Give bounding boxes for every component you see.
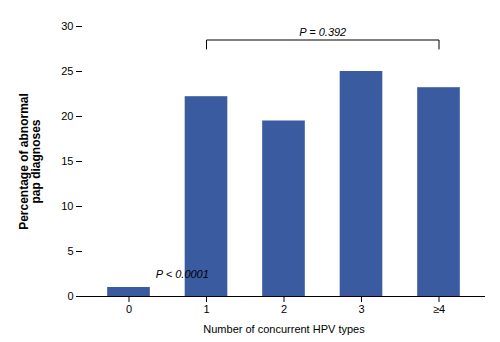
svg-text:P < 0.0001: P < 0.0001: [156, 268, 209, 280]
svg-text:0: 0: [67, 290, 73, 302]
svg-text:10: 10: [61, 200, 73, 212]
svg-text:2: 2: [281, 303, 287, 315]
svg-text:30: 30: [61, 20, 73, 32]
svg-text:15: 15: [61, 155, 73, 167]
svg-text:25: 25: [61, 65, 73, 77]
svg-text:Percentage of abnormalpap diag: Percentage of abnormalpap diagnoses: [17, 93, 43, 230]
svg-text:P = 0.392: P = 0.392: [299, 26, 346, 38]
svg-text:Number of concurrent HPV types: Number of concurrent HPV types: [203, 323, 365, 335]
svg-text:20: 20: [61, 110, 73, 122]
svg-text:≥4: ≥4: [433, 303, 445, 315]
svg-text:1: 1: [203, 303, 209, 315]
svg-text:5: 5: [67, 245, 73, 257]
svg-text:3: 3: [358, 303, 364, 315]
svg-text:0: 0: [126, 303, 132, 315]
